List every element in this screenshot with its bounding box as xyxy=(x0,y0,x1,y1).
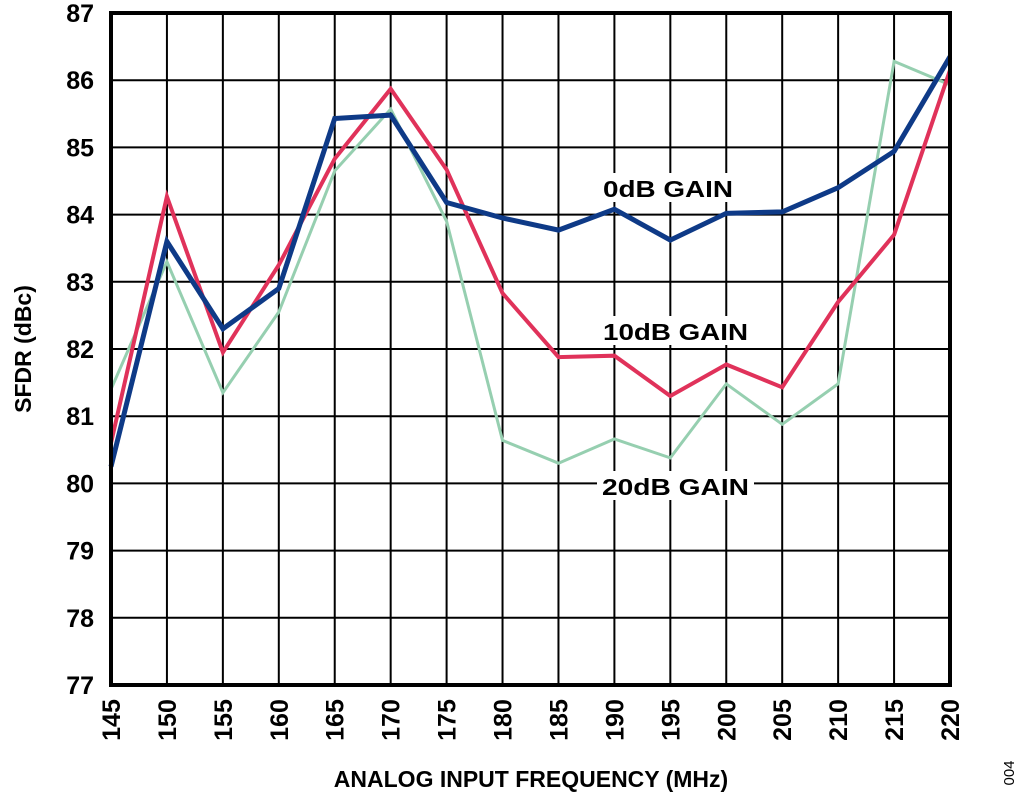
y-tick-label: 85 xyxy=(66,134,94,162)
x-tick-label: 220 xyxy=(937,699,965,741)
x-axis-tick-labels: 145 150 155 160 165 170 175 180 185 190 195 200 205 2… xyxy=(98,699,965,741)
plot-frame xyxy=(109,11,952,687)
y-tick-label: 77 xyxy=(66,672,94,700)
x-tick-label: 205 xyxy=(769,699,797,741)
x-tick-label: 165 xyxy=(322,699,350,741)
series-line-10db-gain xyxy=(109,69,952,444)
x-tick-label: 210 xyxy=(825,699,853,741)
x-tick-label: 190 xyxy=(601,699,629,741)
y-tick-label: 79 xyxy=(66,538,94,566)
x-tick-label: 160 xyxy=(266,699,294,741)
x-tick-label: 200 xyxy=(713,699,741,741)
y-tick-label: 82 xyxy=(66,336,94,364)
y-tick-label: 87 xyxy=(66,0,94,28)
series-label: 20dB GAIN xyxy=(602,474,749,500)
series-line-20db-gain xyxy=(109,59,951,465)
x-tick-label: 145 xyxy=(98,699,126,741)
x-tick-label: 170 xyxy=(378,699,406,741)
y-tick-label: 84 xyxy=(66,202,94,230)
x-tick-label: 195 xyxy=(657,699,685,741)
series-label: 10dB GAIN xyxy=(603,319,748,345)
series-label-background xyxy=(597,471,754,500)
series-label-background xyxy=(598,316,753,345)
x-tick-label: 150 xyxy=(154,699,182,741)
x-tick-label: 175 xyxy=(434,699,462,741)
y-axis-title: SFDR (dBc) xyxy=(10,285,36,413)
x-axis-title: ANALOG INPUT FREQUENCY (MHz) xyxy=(334,766,728,792)
y-tick-label: 86 xyxy=(66,67,94,95)
grid-lines xyxy=(110,12,951,686)
series-label-background xyxy=(598,173,738,202)
x-tick-label: 155 xyxy=(210,699,238,741)
y-tick-label: 78 xyxy=(66,605,94,633)
series-labels: 0dB GAIN 10dB GAIN 20dB GAIN xyxy=(597,173,754,500)
y-tick-label: 83 xyxy=(66,269,94,297)
x-tick-label: 185 xyxy=(545,699,573,741)
y-tick-label: 81 xyxy=(66,403,94,431)
series-line-0db-gain xyxy=(108,55,953,468)
data-series xyxy=(108,55,953,468)
y-axis-tick-labels: 77 78 79 80 81 82 83 84 85 86 87 xyxy=(66,0,94,700)
x-tick-label: 215 xyxy=(881,699,909,741)
series-label: 0dB GAIN xyxy=(603,176,733,202)
x-tick-label: 180 xyxy=(490,699,518,741)
y-tick-label: 80 xyxy=(66,470,94,498)
figure-id: 004 xyxy=(1001,760,1018,785)
